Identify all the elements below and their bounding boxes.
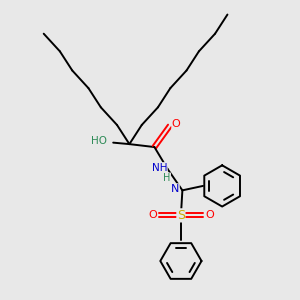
Text: N: N bbox=[171, 184, 179, 194]
Text: O: O bbox=[205, 210, 214, 220]
Text: H: H bbox=[163, 173, 170, 183]
Text: O: O bbox=[172, 119, 181, 129]
Text: O: O bbox=[148, 210, 157, 220]
Text: NH: NH bbox=[152, 163, 167, 173]
Text: S: S bbox=[177, 209, 185, 222]
Text: HO: HO bbox=[92, 136, 107, 146]
